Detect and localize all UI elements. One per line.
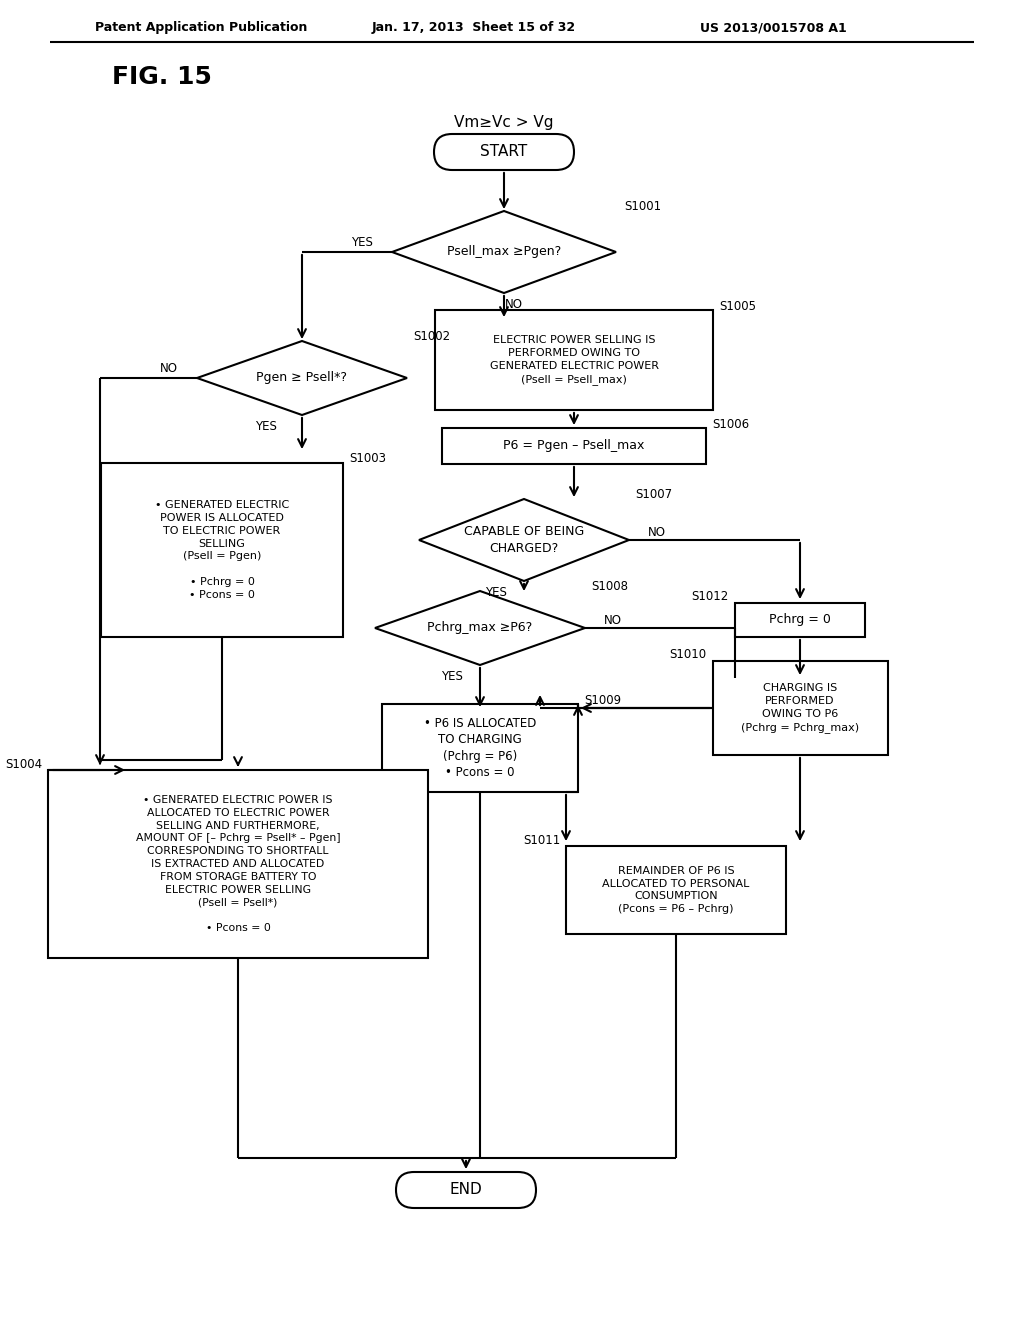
Polygon shape xyxy=(375,591,585,665)
Bar xyxy=(442,428,706,465)
Text: S1003: S1003 xyxy=(349,453,386,466)
Text: • GENERATED ELECTRIC POWER IS
ALLOCATED TO ELECTRIC POWER
SELLING AND FURTHERMOR: • GENERATED ELECTRIC POWER IS ALLOCATED … xyxy=(136,795,340,933)
Text: S1002: S1002 xyxy=(413,330,451,343)
Text: Psell_max ≥Pgen?: Psell_max ≥Pgen? xyxy=(446,246,561,259)
Text: S1010: S1010 xyxy=(670,648,707,661)
Polygon shape xyxy=(419,499,629,581)
Bar xyxy=(48,770,428,958)
Text: NO: NO xyxy=(505,298,523,312)
Polygon shape xyxy=(197,341,407,414)
Bar xyxy=(566,846,786,935)
Text: Vm≥Vc > Vg: Vm≥Vc > Vg xyxy=(455,115,554,129)
Text: REMAINDER OF P6 IS
ALLOCATED TO PERSONAL
CONSUMPTION
(Pcons = P6 – Pchrg): REMAINDER OF P6 IS ALLOCATED TO PERSONAL… xyxy=(602,866,750,915)
Text: END: END xyxy=(450,1183,482,1197)
Text: S1005: S1005 xyxy=(719,300,756,313)
Text: S1012: S1012 xyxy=(692,590,729,603)
Bar xyxy=(435,310,713,411)
Text: Jan. 17, 2013  Sheet 15 of 32: Jan. 17, 2013 Sheet 15 of 32 xyxy=(372,21,577,34)
Text: CHARGING IS
PERFORMED
OWING TO P6
(Pchrg = Pchrg_max): CHARGING IS PERFORMED OWING TO P6 (Pchrg… xyxy=(741,684,859,733)
Text: S1008: S1008 xyxy=(591,581,628,594)
Text: • P6 IS ALLOCATED
TO CHARGING
(Pchrg = P6)
• Pcons = 0: • P6 IS ALLOCATED TO CHARGING (Pchrg = P… xyxy=(424,717,537,779)
Text: S1007: S1007 xyxy=(635,488,672,502)
Text: Pchrg = 0: Pchrg = 0 xyxy=(769,614,830,627)
Text: NO: NO xyxy=(160,362,178,375)
Bar xyxy=(382,704,578,792)
Text: Patent Application Publication: Patent Application Publication xyxy=(95,21,307,34)
Text: Pgen ≥ Psell*?: Pgen ≥ Psell*? xyxy=(256,371,347,384)
Text: NO: NO xyxy=(604,614,622,627)
Text: YES: YES xyxy=(441,671,463,684)
Text: S1001: S1001 xyxy=(624,201,662,214)
Text: S1011: S1011 xyxy=(522,833,560,846)
Text: ELECTRIC POWER SELLING IS
PERFORMED OWING TO
GENERATED ELECTRIC POWER
(Psell = P: ELECTRIC POWER SELLING IS PERFORMED OWIN… xyxy=(489,335,658,384)
Polygon shape xyxy=(392,211,616,293)
FancyBboxPatch shape xyxy=(396,1172,536,1208)
Bar xyxy=(713,661,888,755)
Text: YES: YES xyxy=(255,421,276,433)
Text: YES: YES xyxy=(351,235,373,248)
FancyBboxPatch shape xyxy=(434,135,574,170)
Bar xyxy=(101,463,343,638)
Text: YES: YES xyxy=(485,586,507,599)
Text: S1004: S1004 xyxy=(5,758,42,771)
Text: CAPABLE OF BEING
CHARGED?: CAPABLE OF BEING CHARGED? xyxy=(464,525,584,554)
Text: S1006: S1006 xyxy=(712,417,750,430)
Text: START: START xyxy=(480,144,527,160)
Text: • GENERATED ELECTRIC
POWER IS ALLOCATED
TO ELECTRIC POWER
SELLING
(Psell = Pgen): • GENERATED ELECTRIC POWER IS ALLOCATED … xyxy=(155,500,289,599)
Text: NO: NO xyxy=(648,525,666,539)
Text: Pchrg_max ≥P6?: Pchrg_max ≥P6? xyxy=(427,622,532,635)
Text: P6 = Pgen – Psell_max: P6 = Pgen – Psell_max xyxy=(504,440,645,453)
Text: FIG. 15: FIG. 15 xyxy=(112,65,212,88)
Text: S1009: S1009 xyxy=(584,693,622,706)
Text: US 2013/0015708 A1: US 2013/0015708 A1 xyxy=(700,21,847,34)
Bar xyxy=(735,603,865,638)
